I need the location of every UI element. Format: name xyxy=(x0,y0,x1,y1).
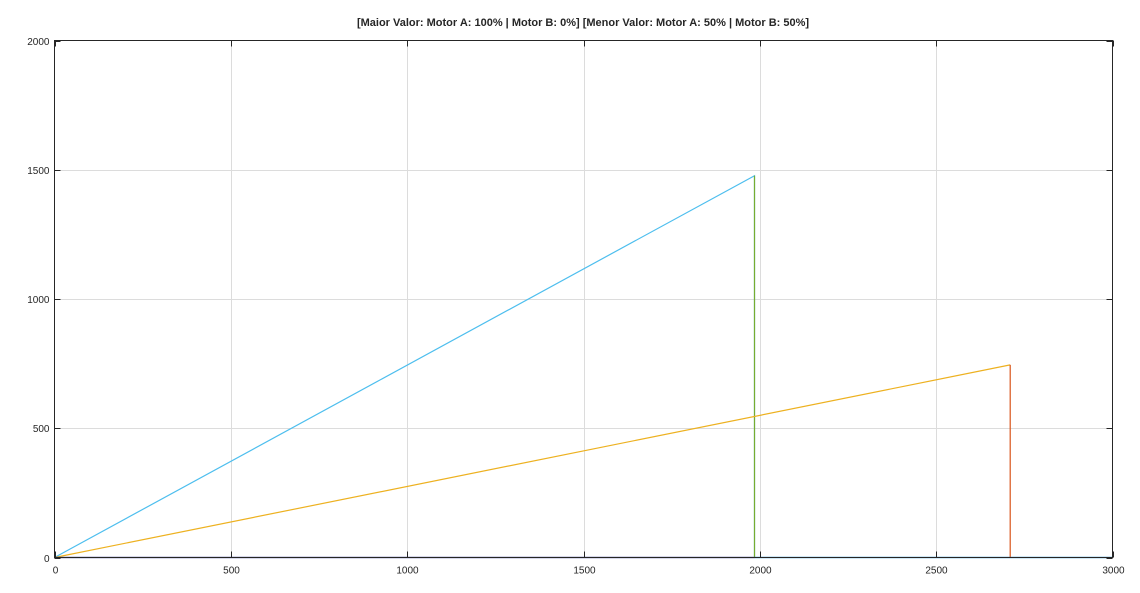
x-tick-label: 3000 xyxy=(1102,566,1125,577)
series-line-1 xyxy=(54,174,1113,559)
y-tick-labels: 0 500 1000 1500 2000 xyxy=(27,37,50,565)
x-tick-label: 2000 xyxy=(749,566,772,577)
y-tick-label: 2000 xyxy=(27,37,50,48)
tick-marks xyxy=(54,40,1114,559)
y-tick-label: 1500 xyxy=(27,166,50,177)
x-tick-label: 500 xyxy=(223,566,240,577)
y-tick-label: 500 xyxy=(33,424,50,435)
x-tick-label: 1000 xyxy=(396,566,419,577)
series-group xyxy=(54,174,1113,559)
series-line-3 xyxy=(54,364,1011,559)
y-tick-label: 0 xyxy=(44,554,50,565)
x-tick-label: 1500 xyxy=(573,566,596,577)
x-tick-labels: 0 500 1000 1500 2000 2500 3000 xyxy=(53,566,1125,577)
x-tick-label: 0 xyxy=(53,566,59,577)
y-tick-label: 1000 xyxy=(27,295,50,306)
x-tick-label: 2500 xyxy=(925,566,948,577)
grid-lines xyxy=(54,40,1113,558)
chart-title: [Maior Valor: Motor A: 100% | Motor B: 0… xyxy=(356,17,810,29)
